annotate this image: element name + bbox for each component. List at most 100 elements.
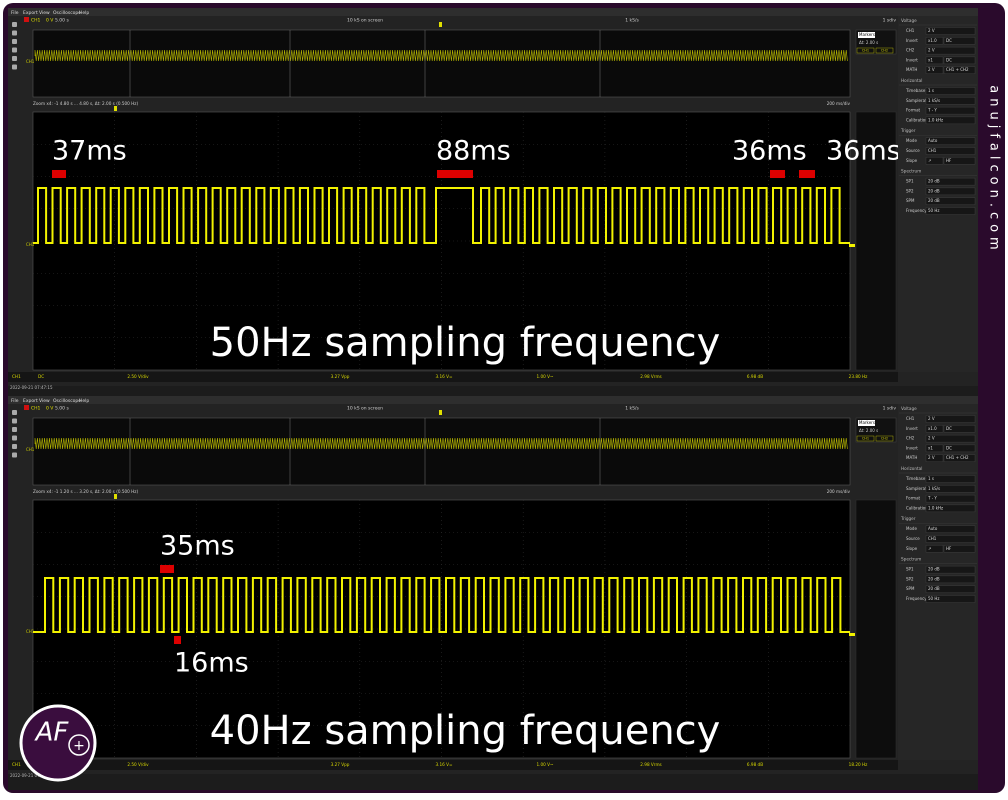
marker-button[interactable] bbox=[875, 435, 894, 442]
settings-value[interactable]: CH1 bbox=[928, 536, 937, 541]
settings-value[interactable]: CH1 bbox=[928, 148, 937, 153]
menu-item[interactable]: View bbox=[39, 10, 50, 16]
menu-item[interactable]: View bbox=[39, 398, 50, 404]
settings-value[interactable]: 2 V bbox=[928, 48, 935, 53]
settings-value[interactable]: 2 V bbox=[928, 455, 935, 460]
marker-button-label[interactable]: CH2 bbox=[881, 437, 888, 441]
settings-value[interactable]: 50 Hz bbox=[928, 596, 939, 601]
marker-button[interactable] bbox=[875, 47, 894, 54]
settings-input[interactable] bbox=[925, 485, 976, 493]
settings-input[interactable] bbox=[925, 415, 976, 423]
tool-icon[interactable] bbox=[12, 22, 17, 27]
menu-item[interactable]: Export bbox=[23, 10, 38, 16]
settings-value[interactable]: DC bbox=[946, 445, 952, 450]
settings-input[interactable] bbox=[925, 46, 976, 55]
settings-input[interactable] bbox=[925, 56, 944, 65]
settings-value[interactable]: HF bbox=[946, 158, 952, 163]
settings-input[interactable] bbox=[943, 425, 976, 433]
menu-item[interactable]: Oscilloscope bbox=[53, 398, 81, 404]
settings-input[interactable] bbox=[925, 37, 944, 45]
settings-input[interactable] bbox=[925, 494, 976, 503]
menu-item[interactable]: Oscilloscope bbox=[53, 10, 81, 16]
settings-input[interactable] bbox=[925, 575, 976, 584]
settings-input[interactable] bbox=[943, 545, 976, 553]
settings-input[interactable] bbox=[925, 116, 976, 125]
settings-input[interactable] bbox=[925, 187, 976, 196]
settings-input[interactable] bbox=[943, 37, 976, 45]
settings-value[interactable]: 1 s bbox=[928, 476, 934, 481]
settings-input[interactable] bbox=[925, 434, 976, 443]
settings-value[interactable]: T - Y bbox=[927, 496, 937, 501]
settings-input[interactable] bbox=[943, 56, 976, 65]
settings-value[interactable]: 20 dB bbox=[928, 188, 940, 193]
settings-input[interactable] bbox=[925, 106, 976, 115]
settings-value[interactable]: 20 dB bbox=[928, 198, 940, 203]
marker-button[interactable] bbox=[856, 435, 875, 442]
marker-button-label[interactable]: CH2 bbox=[881, 49, 888, 53]
settings-value[interactable]: x1.0 bbox=[928, 38, 937, 43]
menu-item[interactable]: Help bbox=[79, 398, 89, 404]
settings-input[interactable] bbox=[925, 444, 944, 453]
settings-input[interactable] bbox=[925, 27, 976, 35]
settings-value[interactable]: 2 V bbox=[928, 67, 935, 72]
tool-icon[interactable] bbox=[12, 30, 17, 36]
settings-input[interactable] bbox=[925, 197, 976, 205]
settings-input[interactable] bbox=[925, 535, 976, 543]
settings-value[interactable]: ↗ bbox=[928, 158, 931, 163]
settings-input[interactable] bbox=[925, 177, 976, 186]
settings-value[interactable]: 1 kS/s bbox=[928, 486, 940, 491]
marker-button-label[interactable]: CH1 bbox=[862, 437, 869, 441]
settings-input[interactable] bbox=[925, 475, 976, 483]
settings-value[interactable]: ↗ bbox=[928, 546, 931, 551]
tool-icon[interactable] bbox=[12, 47, 17, 53]
tool-icon[interactable] bbox=[12, 444, 17, 449]
settings-input[interactable] bbox=[925, 87, 976, 95]
settings-value[interactable]: 1 kS/s bbox=[928, 98, 940, 103]
settings-value[interactable]: CH1 + CH2 bbox=[946, 67, 969, 72]
marker-button-label[interactable]: CH1 bbox=[862, 49, 869, 53]
menu-item[interactable]: Export bbox=[23, 398, 38, 404]
menu-item[interactable]: Help bbox=[79, 10, 89, 16]
menu-item[interactable]: File bbox=[11, 10, 19, 16]
settings-input[interactable] bbox=[925, 545, 944, 553]
settings-value[interactable]: x1.0 bbox=[928, 426, 937, 431]
tool-icon[interactable] bbox=[12, 418, 17, 424]
tool-icon[interactable] bbox=[12, 435, 17, 441]
tool-icon[interactable] bbox=[12, 452, 17, 458]
settings-value[interactable]: 1 s bbox=[928, 88, 934, 93]
settings-value[interactable]: 2 V bbox=[928, 416, 935, 421]
settings-value[interactable]: CH1 + CH2 bbox=[946, 455, 969, 460]
settings-value[interactable]: 20 dB bbox=[928, 567, 940, 572]
settings-input[interactable] bbox=[925, 525, 976, 533]
settings-input[interactable] bbox=[925, 565, 976, 574]
settings-input[interactable] bbox=[925, 595, 976, 603]
settings-input[interactable] bbox=[925, 207, 976, 215]
settings-input[interactable] bbox=[925, 504, 976, 513]
tool-icon[interactable] bbox=[12, 39, 17, 44]
settings-input[interactable] bbox=[925, 66, 944, 74]
menu-item[interactable]: File bbox=[11, 398, 19, 404]
tool-icon[interactable] bbox=[12, 410, 17, 415]
settings-value[interactable]: Auto bbox=[928, 526, 938, 531]
settings-value[interactable]: x1 bbox=[928, 57, 933, 62]
settings-input[interactable] bbox=[943, 157, 976, 165]
settings-input[interactable] bbox=[925, 454, 944, 462]
settings-input[interactable] bbox=[925, 157, 944, 165]
marker-button[interactable] bbox=[856, 47, 875, 54]
settings-value[interactable]: HF bbox=[946, 546, 952, 551]
tool-icon[interactable] bbox=[12, 427, 17, 432]
settings-value[interactable]: DC bbox=[946, 38, 952, 43]
settings-value[interactable]: DC bbox=[946, 426, 952, 431]
settings-value[interactable]: 2 V bbox=[928, 28, 935, 33]
settings-value[interactable]: 50 Hz bbox=[928, 208, 939, 213]
settings-value[interactable]: DC bbox=[946, 57, 952, 62]
settings-value[interactable]: Auto bbox=[928, 138, 938, 143]
settings-value[interactable]: x1 bbox=[928, 445, 933, 450]
settings-value[interactable]: 1.0 kHz bbox=[928, 505, 943, 510]
settings-value[interactable]: T - Y bbox=[927, 108, 937, 113]
settings-value[interactable]: 2 V bbox=[928, 436, 935, 441]
settings-input[interactable] bbox=[943, 454, 976, 462]
settings-value[interactable]: 20 dB bbox=[928, 179, 940, 184]
settings-value[interactable]: 20 dB bbox=[928, 586, 940, 591]
settings-input[interactable] bbox=[925, 97, 976, 105]
